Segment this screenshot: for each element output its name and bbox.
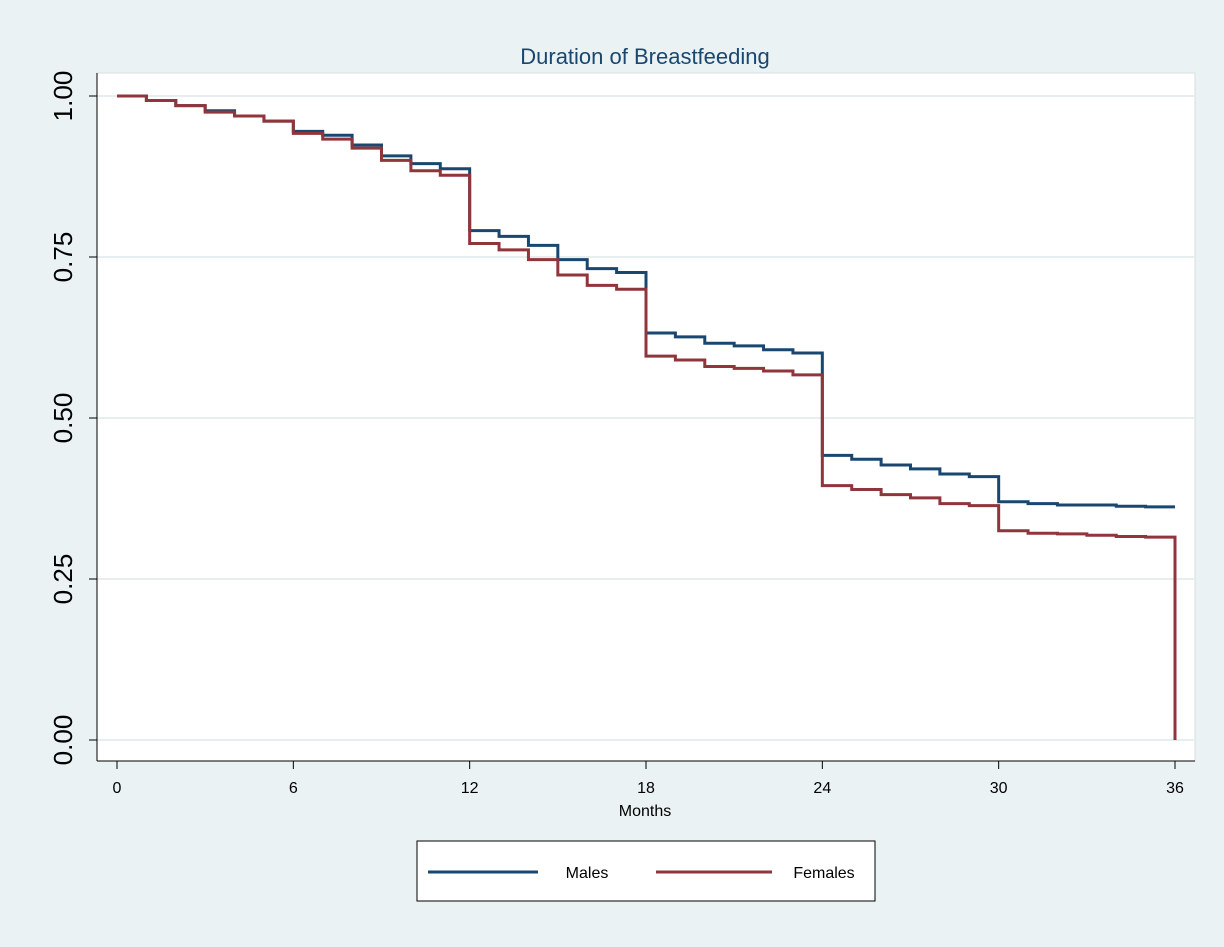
y-axis-ticks: 0.00 0.25 0.50 0.75 1.00 [48,71,97,766]
x-tick-label: 30 [990,780,1008,797]
x-tick-label: 18 [637,780,655,797]
x-tick-label: 6 [289,780,298,797]
legend: Males Females [416,840,876,902]
x-axis-label: Months [619,803,671,820]
legend-label-females: Females [793,865,854,882]
x-tick-label: 36 [1166,780,1184,797]
series-line-females [117,94,1177,740]
series-lines [117,94,1177,740]
grid-lines [97,95,1195,741]
y-tick-label: 0.00 [48,715,78,766]
x-axis-ticks: 0 6 12 18 24 30 36 [113,761,1184,797]
legend-label-males: Males [566,865,609,882]
x-tick-label: 24 [813,780,831,797]
x-tick-label: 0 [113,780,122,797]
chart-title: Duration of Breastfeeding [520,44,770,69]
y-tick-label: 0.75 [48,232,78,283]
y-tick-label: 0.25 [48,554,78,605]
y-tick-label: 1.00 [48,71,78,122]
y-tick-label: 0.50 [48,393,78,444]
x-tick-label: 12 [461,780,479,797]
